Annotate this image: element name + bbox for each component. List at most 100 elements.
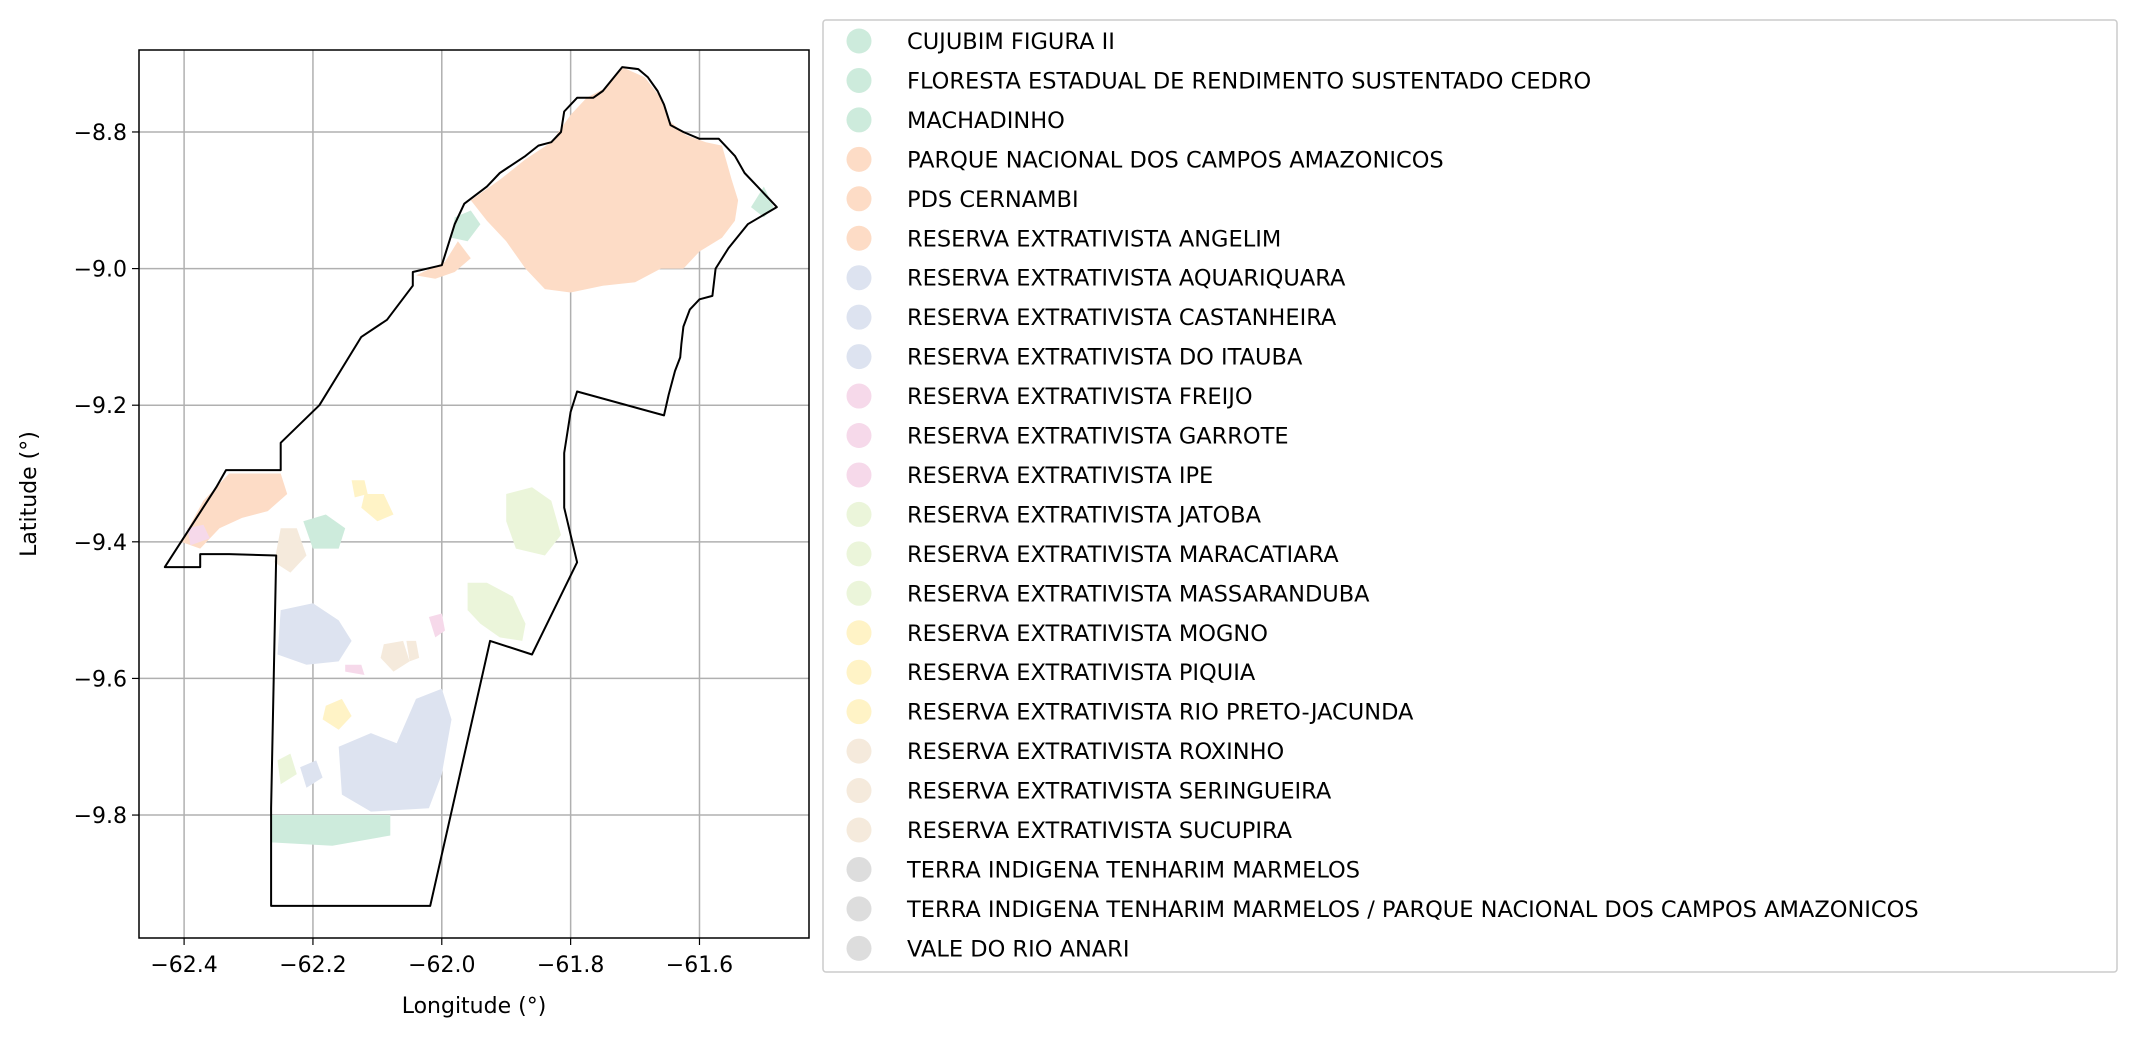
legend-marker (846, 423, 872, 448)
legend-marker (846, 738, 872, 764)
protected-area-region (303, 514, 346, 549)
legend-item: RESERVA EXTRATIVISTA FREIJO (846, 383, 1253, 410)
legend-label: RESERVA EXTRATIVISTA ROXINHO (907, 739, 1284, 765)
legend-label: RESERVA EXTRATIVISTA SUCUPIRA (907, 818, 1293, 844)
plot-border (138, 49, 810, 939)
protected-area-region (470, 67, 739, 293)
legend-label: RESERVA EXTRATIVISTA JATOBA (907, 502, 1262, 528)
protected-area-region (271, 815, 391, 846)
protected-area-region (345, 664, 365, 675)
legend-label: RESERVA EXTRATIVISTA MOGNO (907, 621, 1268, 647)
legend-marker (846, 383, 872, 409)
legend-item: RESERVA EXTRATIVISTA PIQUIA (846, 659, 1256, 686)
legend-label: RESERVA EXTRATIVISTA ANGELIM (907, 226, 1281, 252)
protected-area-region (361, 494, 394, 522)
legend-marker (846, 620, 872, 646)
protected-area-region (751, 186, 774, 218)
protected-area-region (467, 582, 526, 641)
y-axis-ticks: −8.8 −9.0 −9.2 −9.4 −9.6 −9.8 (74, 121, 139, 829)
legend-marker (846, 28, 872, 54)
legend-marker (846, 856, 872, 882)
legend-item: RESERVA EXTRATIVISTA CASTANHEIRA (846, 304, 1337, 331)
x-tick-label: −61.6 (666, 953, 733, 978)
protected-area-region (274, 528, 307, 573)
legend-item: RESERVA EXTRATIVISTA ROXINHO (846, 738, 1284, 765)
legend-label: RESERVA EXTRATIVISTA DO ITAUBA (907, 345, 1303, 371)
legend-label: RESERVA EXTRATIVISTA MASSARANDUBA (907, 581, 1370, 607)
legend-item: VALE DO RIO ANARI (846, 935, 1129, 962)
protected-areas-layer (180, 67, 774, 846)
legend-marker (846, 896, 872, 922)
legend-marker (846, 778, 872, 804)
legend-item: PARQUE NACIONAL DOS CAMPOS AMAZONICOS (846, 146, 1444, 173)
legend-label: PDS CERNAMBI (907, 187, 1079, 213)
municipality-boundary (163, 66, 778, 907)
legend-label: RESERVA EXTRATIVISTA GARROTE (907, 424, 1289, 450)
x-axis-title: Longitude (°) (402, 994, 547, 1019)
x-tick-label: −62.2 (279, 953, 346, 978)
y-axis-title: Latitude (°) (17, 431, 42, 557)
protected-area-region (428, 613, 445, 638)
legend-item: CUJUBIM FIGURA II (846, 28, 1115, 55)
legend-marker (846, 501, 872, 527)
legend-item: RESERVA EXTRATIVISTA SERINGUEIRA (846, 778, 1332, 805)
y-tick-label: −9.2 (74, 394, 127, 419)
protected-area-region (406, 640, 420, 662)
legend-label: RESERVA EXTRATIVISTA FREIJO (907, 384, 1253, 410)
protected-area-region (277, 753, 297, 785)
protected-area-region (300, 760, 323, 788)
legend-item: RESERVA EXTRATIVISTA JATOBA (846, 501, 1262, 528)
protected-area-region (506, 487, 561, 556)
protected-area-region (180, 473, 288, 549)
legend-label: RESERVA EXTRATIVISTA SERINGUEIRA (907, 779, 1332, 805)
municipality-boundary-layer (163, 66, 778, 907)
legend-item: RESERVA EXTRATIVISTA AQUARIQUARA (846, 265, 1346, 292)
legend-label: RESERVA EXTRATIVISTA IPE (907, 463, 1213, 489)
legend-label: RESERVA EXTRATIVISTA AQUARIQUARA (907, 266, 1346, 292)
y-tick-label: −8.8 (74, 121, 127, 146)
y-tick-label: −9.4 (74, 531, 127, 556)
protected-area-region (380, 640, 410, 672)
legend-marker (846, 817, 872, 843)
legend-item: RESERVA EXTRATIVISTA ANGELIM (846, 225, 1281, 252)
legend-label: TERRA INDIGENA TENHARIM MARMELOS / PARQU… (906, 897, 1919, 923)
legend-item: TERRA INDIGENA TENHARIM MARMELOS / PARQU… (846, 896, 1919, 923)
legend-item: TERRA INDIGENA TENHARIM MARMELOS (846, 856, 1360, 883)
legend-item: RESERVA EXTRATIVISTA MASSARANDUBA (846, 580, 1370, 607)
legend-label: RESERVA EXTRATIVISTA PIQUIA (907, 660, 1256, 686)
protected-area-region (451, 210, 481, 242)
protected-area-region (277, 603, 352, 665)
legend-item: RESERVA EXTRATIVISTA SUCUPIRA (846, 817, 1293, 844)
legend-label: TERRA INDIGENA TENHARIM MARMELOS (906, 857, 1360, 883)
legend-marker (846, 580, 872, 606)
protected-area-region (416, 241, 471, 279)
y-tick-label: −9.6 (74, 667, 127, 692)
x-axis-ticks: −62.4 −62.2 −62.0 −61.8 −61.6 (150, 938, 733, 978)
legend-marker (846, 699, 872, 725)
legend-frame (822, 19, 2118, 973)
legend-label: VALE DO RIO ANARI (907, 936, 1129, 962)
grid-lines (139, 50, 809, 938)
legend-item: RESERVA EXTRATIVISTA IPE (846, 462, 1213, 489)
legend-marker (846, 344, 872, 370)
legend-item: PDS CERNAMBI (846, 186, 1079, 213)
legend-marker (846, 304, 872, 330)
legend-label: FLORESTA ESTADUAL DE RENDIMENTO SUSTENTA… (907, 68, 1591, 94)
x-tick-label: −62.4 (150, 953, 217, 978)
legend-marker (846, 541, 872, 567)
legend-item: RESERVA EXTRATIVISTA DO ITAUBA (846, 344, 1303, 371)
legend-marker (846, 225, 872, 251)
legend-label: RESERVA EXTRATIVISTA RIO PRETO-JACUNDA (907, 700, 1414, 726)
protected-area-region (351, 480, 368, 498)
legend-marker (846, 186, 872, 212)
legend-marker (846, 146, 872, 172)
legend-item: RESERVA EXTRATIVISTA MOGNO (846, 620, 1268, 647)
legend: CUJUBIM FIGURA II FLORESTA ESTADUAL DE RE… (822, 19, 2118, 973)
y-tick-label: −9.0 (74, 258, 127, 283)
legend-label: RESERVA EXTRATIVISTA MARACATIARA (907, 542, 1339, 568)
legend-marker (846, 265, 872, 291)
plot-area: −62.4 −62.2 −62.0 −61.8 −61.6 −8.8 −9.0 −9.2 −9… (74, 49, 810, 978)
legend-marker (846, 659, 872, 685)
legend-label: CUJUBIM FIGURA II (907, 29, 1115, 55)
